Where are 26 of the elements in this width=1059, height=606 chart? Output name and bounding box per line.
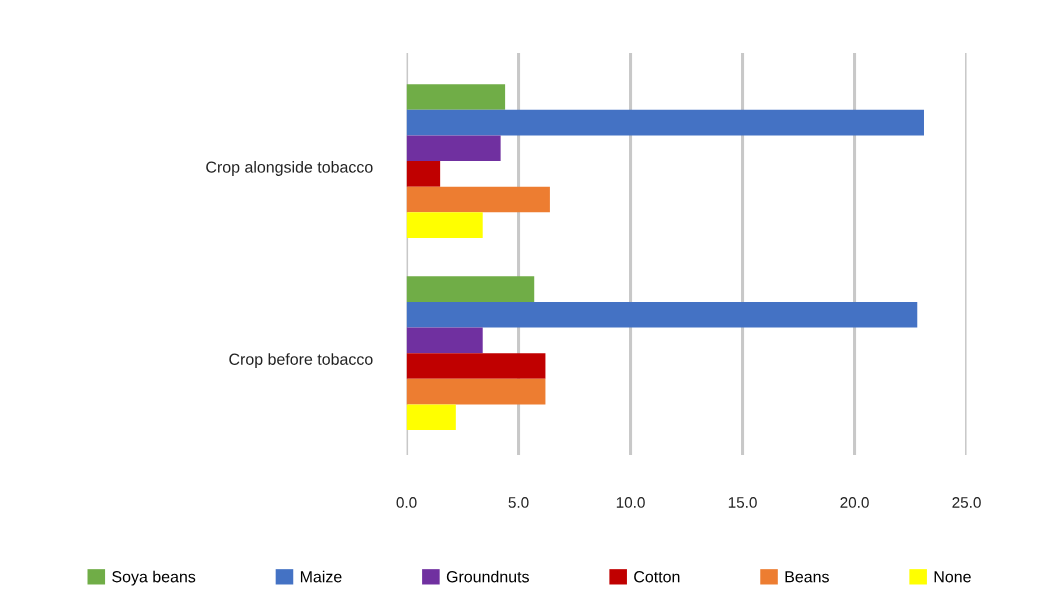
x-tick-label: 15.0 [728,497,757,508]
bar [406,353,546,379]
bar [406,404,456,431]
bar [406,301,918,328]
bar [406,276,535,302]
legend-label: Cotton [634,571,680,583]
y-tick-label: Crop alongside tobacco [206,161,373,176]
y-tick-label: Crop before tobacco [229,353,373,369]
x-tick-label: 20.0 [840,497,869,508]
legend-label: Maize [300,570,342,583]
legend-label: Beans [785,571,829,583]
legend-label: Soya beans [112,570,196,586]
legend-label: Groundnuts [446,570,529,583]
bar [406,135,501,162]
bar [406,109,924,136]
bar [406,212,483,238]
bar [406,378,546,405]
x-tick-label: 10.0 [616,497,645,508]
x-tick-label: 5.0 [508,497,529,508]
bar [406,84,506,110]
x-tick-label: 25.0 [952,497,981,508]
bar [406,327,483,354]
bar [406,161,441,187]
bar [406,186,550,213]
x-tick-label: 0.0 [396,497,417,508]
legend-label: None [934,571,971,583]
